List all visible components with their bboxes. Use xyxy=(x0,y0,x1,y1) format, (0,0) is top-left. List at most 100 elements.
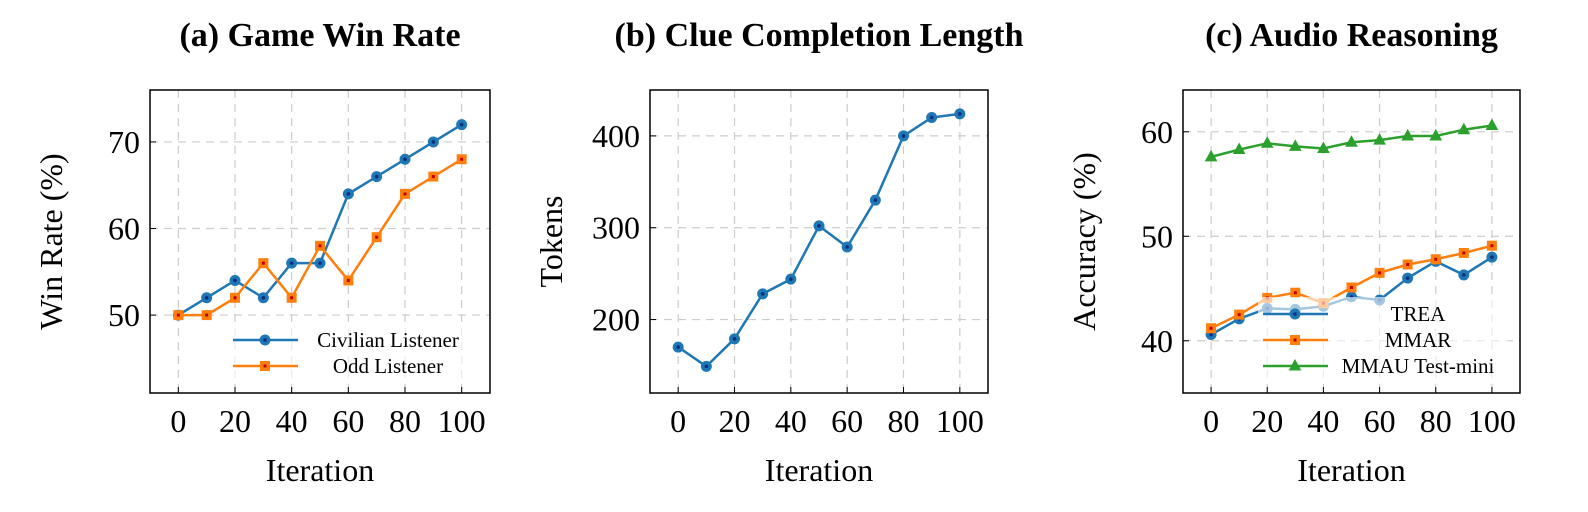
marker xyxy=(1288,139,1302,151)
data-line xyxy=(677,112,960,368)
marker-center xyxy=(460,157,464,161)
marker-center xyxy=(732,337,737,341)
x-tick-label: 20 xyxy=(1251,403,1283,439)
marker-center xyxy=(459,122,464,127)
marker-center xyxy=(929,115,934,120)
legend-box xyxy=(228,323,478,383)
marker-center xyxy=(403,157,407,162)
marker-center xyxy=(375,235,379,239)
marker-center xyxy=(1350,285,1353,289)
y-tick-label: 50 xyxy=(108,297,140,333)
marker-center xyxy=(1237,313,1241,317)
marker xyxy=(1204,149,1218,162)
marker-center xyxy=(1293,338,1297,342)
y-tick-label: 50 xyxy=(1141,218,1173,254)
x-axis-label: Iteration xyxy=(765,452,873,488)
y-axis-label: Win Rate (%) xyxy=(33,153,69,329)
marker-center xyxy=(1462,251,1466,255)
marker-center xyxy=(263,364,267,368)
legend-label: Odd Listener xyxy=(333,354,443,378)
x-tick-label: 80 xyxy=(1420,403,1452,439)
x-tick-label: 0 xyxy=(670,403,686,439)
marker-center xyxy=(1406,262,1410,266)
data-line xyxy=(177,123,463,317)
marker-center xyxy=(233,296,237,300)
marker-center xyxy=(1462,273,1466,277)
chart-title: (c) Audio Reasoning xyxy=(1205,17,1498,54)
marker-center xyxy=(233,278,237,283)
marker-center xyxy=(817,224,821,228)
x-axis-label: Iteration xyxy=(266,452,374,488)
legend-label: MMAR xyxy=(1385,328,1452,352)
marker xyxy=(1373,133,1386,145)
legend-label: MMAU Test-mini xyxy=(1342,354,1495,378)
y-tick-label: 70 xyxy=(108,124,140,160)
marker-center xyxy=(873,198,878,202)
y-tick-label: 300 xyxy=(592,210,640,246)
marker-center xyxy=(1490,244,1494,248)
x-tick-label: 100 xyxy=(438,403,486,439)
marker-center xyxy=(318,244,322,248)
y-tick-label: 400 xyxy=(592,118,640,154)
marker-center xyxy=(1434,257,1438,261)
panel: (a) Game Win Rate 0 20 40 60 80 100 50 60 70 Itera… xyxy=(33,17,491,488)
panel: (c) Audio Reasoning 0 20 40 60 80 100 40 50 60 Ite… xyxy=(1066,17,1521,488)
legend-label: TREA xyxy=(1391,302,1447,326)
x-tick-label: 0 xyxy=(1203,403,1219,439)
marker-center xyxy=(318,261,322,265)
y-axis-label: Tokens xyxy=(533,196,569,288)
x-tick-label: 60 xyxy=(831,403,863,439)
marker xyxy=(1457,122,1471,135)
marker-center xyxy=(290,296,294,300)
marker-center xyxy=(261,261,265,265)
marker xyxy=(1260,136,1274,148)
marker-center xyxy=(374,174,379,179)
marker xyxy=(1401,128,1415,141)
marker-center xyxy=(289,261,294,265)
marker-center xyxy=(704,364,709,369)
data-line xyxy=(178,158,463,317)
x-tick-label: 40 xyxy=(276,403,308,439)
marker-center xyxy=(176,313,180,317)
marker-center xyxy=(346,192,351,196)
marker-center xyxy=(1378,271,1382,275)
marker-center xyxy=(204,295,209,300)
marker-center xyxy=(431,175,435,179)
marker-center xyxy=(205,313,209,317)
panel: (b) Clue Completion Length 0 20 40 60 80 100 20… xyxy=(533,17,1024,488)
marker-center xyxy=(403,192,407,196)
marker-center xyxy=(1490,255,1494,259)
plot-frame xyxy=(649,89,989,394)
x-tick-label: 60 xyxy=(1364,403,1396,439)
marker-center xyxy=(346,278,350,282)
y-tick-label: 40 xyxy=(1141,323,1173,359)
marker xyxy=(1485,118,1499,131)
marker-center xyxy=(1405,276,1410,280)
x-axis-label: Iteration xyxy=(1297,452,1405,488)
plot-frame xyxy=(149,89,491,394)
marker-center xyxy=(901,134,906,138)
marker xyxy=(1232,142,1246,155)
marker-center xyxy=(845,245,849,249)
chart-title: (b) Clue Completion Length xyxy=(615,17,1024,54)
x-tick-label: 80 xyxy=(389,403,421,439)
chart-title: (a) Game Win Rate xyxy=(179,17,460,54)
y-tick-label: 60 xyxy=(108,211,140,247)
marker-center xyxy=(261,295,266,300)
marker xyxy=(1317,141,1330,154)
y-axis-label: Accuracy (%) xyxy=(1066,152,1102,331)
x-tick-label: 40 xyxy=(775,403,807,439)
marker xyxy=(1288,358,1302,371)
x-tick-label: 60 xyxy=(332,403,364,439)
marker-center xyxy=(1209,332,1213,337)
marker-center xyxy=(263,338,267,342)
marker-center xyxy=(958,112,962,116)
x-tick-label: 40 xyxy=(1307,403,1339,439)
x-tick-label: 20 xyxy=(719,403,751,439)
legend-label: Civilian Listener xyxy=(317,328,459,352)
x-tick-label: 100 xyxy=(1468,403,1516,439)
y-tick-label: 200 xyxy=(592,302,640,338)
x-tick-label: 0 xyxy=(170,403,186,439)
marker xyxy=(1345,135,1358,147)
